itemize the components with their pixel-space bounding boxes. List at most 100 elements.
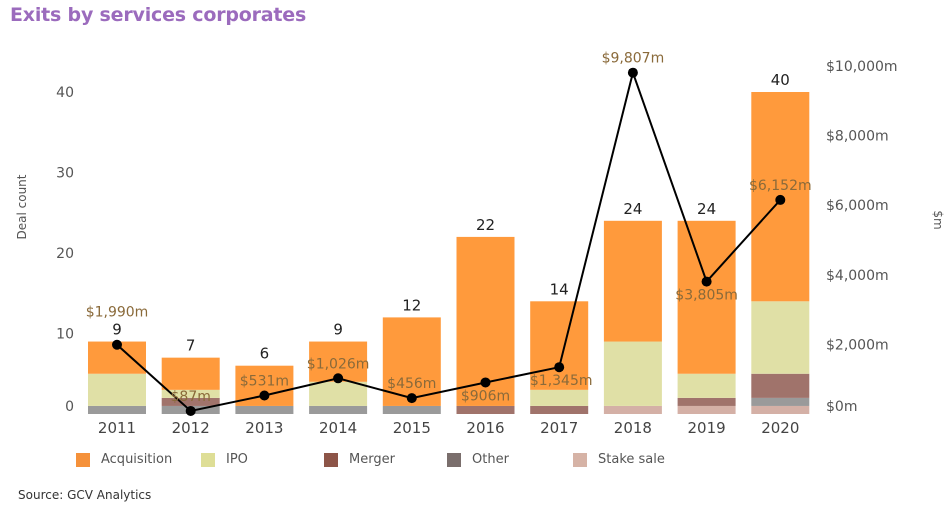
legend-label: Stake sale <box>598 452 665 467</box>
y-tick-label: 10 <box>56 327 74 343</box>
bar-segment-acquisition <box>677 220 736 374</box>
bar-segment-stake-sale <box>677 405 736 414</box>
x-tick-label: 2017 <box>540 419 578 437</box>
legend-label: Merger <box>349 452 395 467</box>
chart-title: Exits by services corporates <box>10 4 307 26</box>
y2-tick-label: $6,000m <box>826 198 889 214</box>
bar-segment-ipo <box>309 381 368 406</box>
y-tick-label: 30 <box>56 166 74 182</box>
bar-segment-other <box>235 405 294 414</box>
y-tick-label: 20 <box>56 246 74 262</box>
bar-segment-stake-sale <box>603 405 662 414</box>
x-tick-label: 2015 <box>393 419 431 437</box>
bar-segment-merger <box>456 405 515 414</box>
legend-label: Acquisition <box>101 452 173 467</box>
x-tick-label: 2016 <box>466 419 504 437</box>
bar-segment-stake-sale <box>751 405 810 414</box>
value-label: $87m <box>171 389 211 405</box>
legend-item-ipo: IPO <box>201 452 248 467</box>
value-point <box>185 405 196 416</box>
value-label: $9,807m <box>602 51 665 67</box>
bar-segment-other <box>88 405 146 414</box>
legend-label: Other <box>472 452 509 467</box>
x-tick-label: 2013 <box>245 419 283 437</box>
value-label: $456m <box>387 376 436 392</box>
chart-svg: 0 10 20 30 40 $0m $2,000m $4,000m $6,000m $8,000… <box>15 51 945 437</box>
legend-swatch <box>324 452 338 467</box>
bar-segment-ipo <box>751 301 810 374</box>
value-label: $531m <box>240 374 289 390</box>
legend-swatch <box>76 452 90 467</box>
bar-segment-ipo <box>161 389 220 398</box>
value-point <box>701 276 712 287</box>
y-tick-label: 0 <box>65 399 74 415</box>
bars <box>88 92 810 414</box>
bar-segment-merger <box>677 397 736 406</box>
value-line-path <box>116 69 782 413</box>
bar-total-label: 22 <box>476 216 495 234</box>
x-tick-label: 2020 <box>761 419 799 437</box>
bar-segment-ipo <box>530 389 589 406</box>
bar-segment-acquisition <box>161 357 220 390</box>
x-tick-label: 2019 <box>688 419 726 437</box>
value-label: $906m <box>461 388 510 404</box>
value-point <box>406 393 417 404</box>
bar-segment-other <box>309 405 368 414</box>
value-point <box>112 339 122 350</box>
y2-tick-label: $0m <box>826 399 857 415</box>
value-label: $1,026m <box>307 356 370 372</box>
bar-segment-merger <box>161 397 220 406</box>
bar-total-label: 7 <box>186 337 196 355</box>
legend-item-merger: Merger <box>324 452 395 467</box>
value-line: $1,990m $87m $531m $1,026m $456m $906m $1,345m… <box>86 51 812 416</box>
legend-swatch <box>447 452 461 467</box>
y2-axis-title: $m <box>931 210 945 229</box>
bar-segment-other <box>382 405 441 414</box>
value-point <box>775 194 786 205</box>
legend-label: IPO <box>226 452 248 467</box>
legend-item-acquisition: Acquisition <box>76 452 172 467</box>
bar-segment-ipo <box>677 373 736 398</box>
bar-segment-merger <box>751 373 810 398</box>
bar-segment-other <box>751 397 810 406</box>
legend-item-other: Other <box>447 452 509 467</box>
bar-total-label: 14 <box>550 280 569 298</box>
value-point <box>554 362 565 373</box>
bar-total-label: 9 <box>333 321 343 339</box>
bar-segment-ipo <box>603 341 662 406</box>
y2-tick-label: $4,000m <box>826 268 889 284</box>
bar-total-label: 24 <box>697 200 716 218</box>
y-axis-left: 0 10 20 30 40 <box>56 85 74 415</box>
legend-swatch <box>573 452 587 467</box>
bar-total-label: 6 <box>260 345 270 363</box>
x-tick-label: 2018 <box>614 419 652 437</box>
legend-item-stake-sale: Stake sale <box>573 452 665 467</box>
bar-total-label: 24 <box>623 200 642 218</box>
y2-tick-label: $10,000m <box>826 59 898 75</box>
bar-total-label: 12 <box>402 296 421 314</box>
x-axis: 2011 2012 2013 2014 2015 2016 2017 2018 2019 2020 <box>98 419 799 437</box>
source-note: Source: GCV Analytics <box>18 488 152 502</box>
value-label: $1,990m <box>86 305 149 321</box>
value-point <box>627 67 638 78</box>
legend-swatch <box>201 452 215 467</box>
value-point <box>259 390 270 401</box>
bar-total-label: 40 <box>771 71 790 89</box>
y-axis-title: Deal count <box>15 174 29 239</box>
value-point <box>480 377 491 388</box>
bar-segment-acquisition <box>603 220 662 342</box>
y-tick-label: 40 <box>56 85 74 101</box>
x-tick-label: 2014 <box>319 419 357 437</box>
bar-segment-ipo <box>88 373 146 406</box>
bar-total-label: 9 <box>112 321 122 339</box>
x-tick-label: 2012 <box>172 419 210 437</box>
bar-segment-merger <box>530 405 589 414</box>
count-labels: 9 7 6 9 12 22 14 24 24 40 <box>112 71 790 363</box>
y2-tick-label: $8,000m <box>826 129 889 145</box>
bar-segment-acquisition <box>530 301 589 390</box>
value-label: $6,152m <box>749 178 812 194</box>
bar-segment-acquisition <box>382 317 441 406</box>
value-point <box>333 373 344 384</box>
value-label: $1,345m <box>530 373 593 389</box>
x-tick-label: 2011 <box>98 419 136 437</box>
